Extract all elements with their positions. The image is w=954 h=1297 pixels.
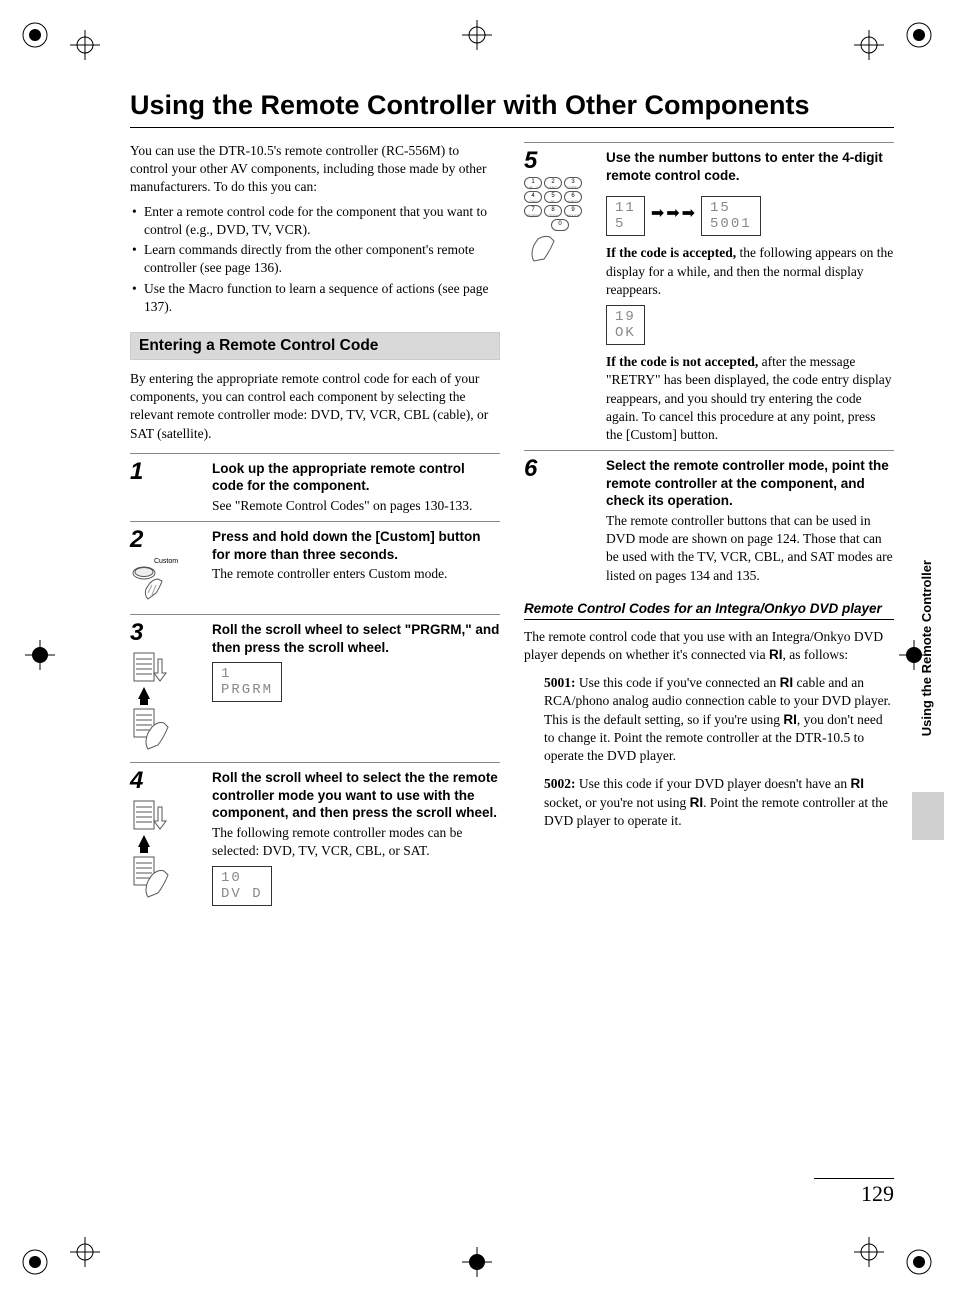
page-title: Using the Remote Controller with Other C… (130, 90, 894, 128)
ri-icon: RI (769, 647, 783, 662)
lcd-display: 11 5 (606, 196, 645, 236)
step-5: 5 1@.-'/2ABC3DEF 4GHI5JKL6MNO 7PQRS8TUV9… (524, 142, 894, 444)
step-3: 3 Ro (130, 614, 500, 756)
step-title: Roll the scroll wheel to select the the … (212, 769, 500, 822)
page-number: 129 (814, 1178, 894, 1207)
side-tab-label: Using the Remote Controller (919, 560, 934, 736)
scroll-wheel-icon (130, 651, 202, 756)
step-title: Roll the scroll wheel to select "PRGRM,"… (212, 621, 500, 656)
step-title: Select the remote controller mode, point… (606, 457, 894, 510)
step-number: 5 (524, 149, 596, 173)
bullet-item: Enter a remote control code for the comp… (130, 203, 500, 239)
subsection-heading: Remote Control Codes for an Integra/Onky… (524, 601, 894, 620)
code-5002: 5002: Use this code if your DVD player d… (544, 775, 894, 830)
step-number: 3 (130, 621, 202, 645)
side-tab: Using the Remote Controller (912, 560, 940, 790)
code-5001: 5001: Use this code if you've connected … (544, 674, 894, 765)
intro-text: You can use the DTR-10.5's remote contro… (130, 142, 500, 197)
intro-bullets: Enter a remote control code for the comp… (130, 203, 500, 316)
step-title: Use the number buttons to enter the 4-di… (606, 149, 894, 184)
step-title: Press and hold down the [Custom] button … (212, 528, 500, 563)
custom-label: Custom (130, 558, 202, 565)
keypad-icon: 1@.-'/2ABC3DEF 4GHI5JKL6MNO 7PQRS8TUV9WX… (524, 177, 596, 268)
step-number: 2 (130, 528, 202, 552)
right-column: 5 1@.-'/2ABC3DEF 4GHI5JKL6MNO 7PQRS8TUV9… (524, 142, 894, 906)
section-intro: By entering the appropriate remote contr… (130, 370, 500, 443)
lcd-display: 19 OK (606, 305, 645, 345)
step-text: The remote controller buttons that can b… (606, 512, 894, 585)
arrow-right-icon: ➡➡➡ (651, 203, 695, 223)
step-number: 6 (524, 457, 596, 481)
step-number: 1 (130, 460, 202, 484)
ri-icon: RI (690, 795, 704, 810)
step-text: If the code is accepted, the following a… (606, 244, 894, 299)
ri-icon: RI (780, 675, 794, 690)
step-6: 6 Select the remote controller mode, poi… (524, 450, 894, 585)
bullet-item: Use the Macro function to learn a sequen… (130, 280, 500, 316)
step-title: Look up the appropriate remote control c… (212, 460, 500, 495)
step-number: 4 (130, 769, 202, 793)
custom-button-icon: Custom (130, 558, 202, 608)
step-2: 2 Custom Press and hold down the [Cus (130, 521, 500, 608)
step-1: 1 Look up the appropriate remote control… (130, 453, 500, 515)
section2-intro: The remote control code that you use wit… (524, 628, 894, 664)
step-4: 4 Ro (130, 762, 500, 906)
step-text: The following remote controller modes ca… (212, 824, 500, 860)
section-heading: Entering a Remote Control Code (130, 332, 500, 360)
scroll-wheel-icon (130, 799, 202, 904)
step-text: The remote controller enters Custom mode… (212, 565, 500, 583)
step-text: If the code is not accepted, after the m… (606, 353, 894, 444)
lcd-display: 15 5001 (701, 196, 761, 236)
step-text: See "Remote Control Codes" on pages 130-… (212, 497, 500, 515)
lcd-display: 1 PRGRM (212, 662, 282, 702)
ri-icon: RI (783, 712, 797, 727)
bullet-item: Learn commands directly from the other c… (130, 241, 500, 277)
lcd-display: 10 DV D (212, 866, 272, 906)
ri-icon: RI (850, 776, 864, 791)
left-column: You can use the DTR-10.5's remote contro… (130, 142, 500, 906)
